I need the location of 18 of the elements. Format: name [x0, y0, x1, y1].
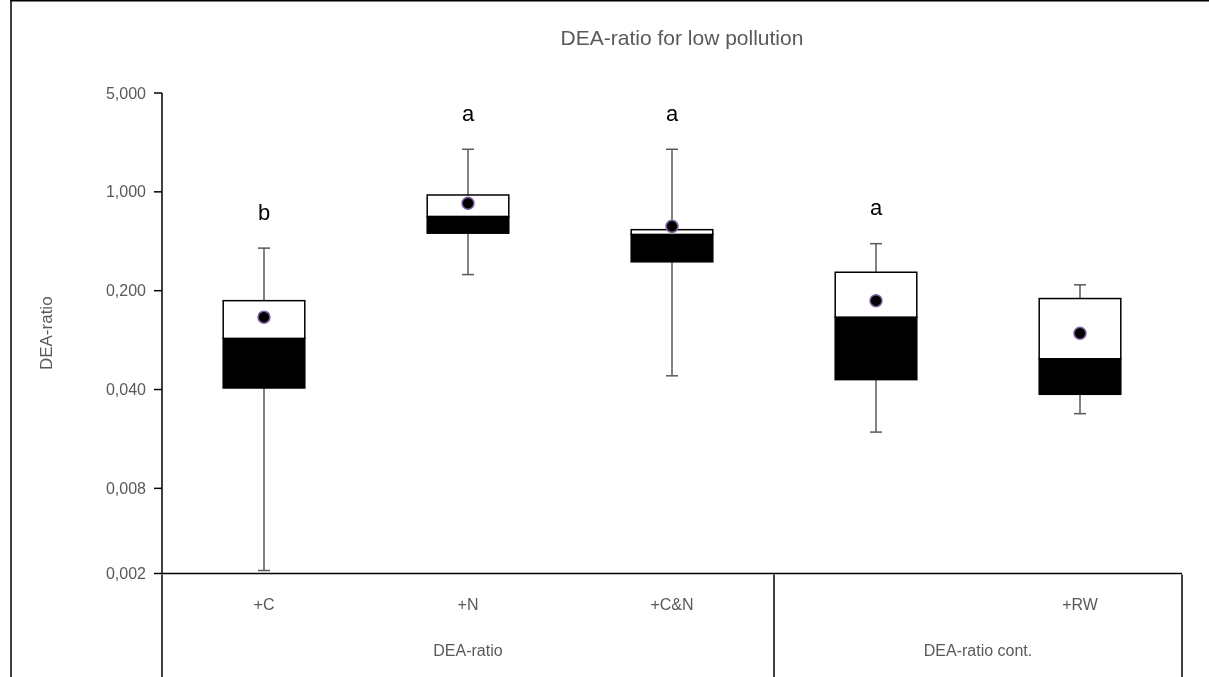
x-tick-label: +RW: [1062, 596, 1099, 613]
y-tick-label: 0,008: [105, 479, 147, 497]
annotation: a: [665, 100, 679, 126]
y-tick-label: 0,002: [105, 565, 147, 583]
text: DEA-ratio cont.: [923, 642, 1033, 659]
y-tick-label: 1,000: [105, 183, 147, 201]
y-tick-label: 0,040: [105, 381, 147, 399]
annotation: a: [869, 195, 883, 221]
chart-title: DEA-ratio for low pollution: [560, 26, 804, 49]
annotation: b: [257, 199, 271, 225]
annotation: a: [461, 100, 475, 126]
x-tick-label: +C&N: [650, 596, 694, 613]
x-tick-label: +C: [253, 596, 275, 613]
y-tick-label: 5,000: [105, 84, 147, 102]
y-axis-title: DEA-ratio: [37, 296, 56, 371]
y-tick-label: 0,200: [105, 282, 147, 300]
text: DEA-ratio: [433, 642, 503, 659]
x-tick-label: +N: [457, 596, 479, 613]
